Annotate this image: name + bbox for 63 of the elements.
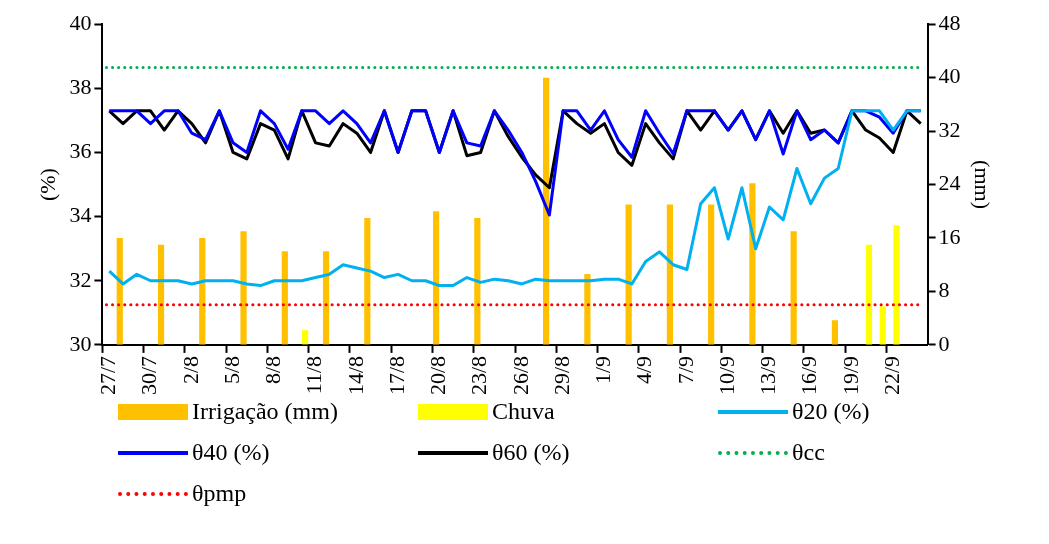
bar (790, 231, 797, 345)
bar (322, 251, 330, 345)
y2-tick-label: 24 (938, 170, 961, 196)
bar (432, 211, 440, 345)
bar (157, 244, 165, 345)
legend-label: θ20 (%) (792, 398, 870, 425)
x-tick-label: 19/9 (837, 355, 863, 396)
bar (893, 225, 900, 345)
y2-tick-label: 40 (938, 63, 961, 89)
y-axis-title: (%) (34, 168, 60, 202)
x-tick-label: 22/9 (879, 355, 904, 396)
bar (666, 204, 673, 345)
y-tick-label: 30 (69, 330, 92, 356)
y-tick-label: 34 (69, 202, 92, 228)
y2-tick-label: 0 (938, 330, 950, 356)
legend-label: θ60 (%) (492, 439, 570, 466)
bar (364, 217, 371, 345)
bar (543, 77, 550, 345)
x-tick-label: 30/7 (136, 355, 162, 396)
x-tick-label: 11/8 (301, 355, 327, 395)
bar (474, 217, 481, 345)
x-tick-label: 10/9 (713, 355, 739, 396)
legend-label: θ40 (%) (192, 439, 270, 466)
x-tick-label: 2/8 (177, 355, 203, 385)
x-tick-label: 7/9 (672, 355, 698, 385)
legend-label: Chuva (492, 398, 555, 425)
x-tick-label: 17/8 (383, 355, 409, 396)
x-tick-label: 13/9 (755, 355, 781, 396)
y-tick-label: 32 (69, 266, 92, 292)
bar (749, 183, 756, 345)
bar (301, 330, 309, 345)
legend-label: θpmp (192, 480, 247, 507)
y-tick-label: 36 (69, 138, 92, 164)
x-tick-label: 27/7 (95, 355, 121, 396)
y-tick-label: 38 (69, 74, 92, 100)
x-tick-label: 20/8 (425, 355, 451, 396)
bar (199, 237, 206, 345)
bar (865, 244, 873, 345)
bar (281, 251, 288, 345)
x-tick-label: 23/8 (466, 355, 492, 396)
x-tick-label: 26/8 (507, 355, 533, 396)
bar (584, 274, 591, 345)
legend-label: Irrigação (mm) (192, 398, 338, 425)
x-tick-label: 5/8 (218, 355, 244, 385)
x-tick-label: 16/9 (796, 355, 822, 396)
x-tick-label: 8/8 (260, 355, 286, 385)
x-tick-label: 14/8 (342, 355, 368, 396)
y2-tick-label: 48 (938, 9, 961, 35)
y-tick-label: 40 (69, 9, 92, 35)
x-tick-label: 1/9 (590, 355, 616, 385)
bar (831, 320, 839, 345)
x-tick-label: 29/8 (548, 355, 574, 396)
y2-tick-label: 8 (938, 277, 950, 303)
y2-axis-title: (mm) (970, 160, 996, 209)
bar (116, 237, 123, 345)
legend-label: θcc (792, 439, 825, 466)
x-tick-label: 4/9 (631, 355, 657, 385)
bar (879, 306, 886, 345)
bar (240, 231, 247, 345)
bar (708, 204, 715, 345)
y2-tick-label: 16 (938, 223, 961, 249)
bar (625, 204, 632, 345)
y2-tick-label: 32 (938, 116, 961, 142)
